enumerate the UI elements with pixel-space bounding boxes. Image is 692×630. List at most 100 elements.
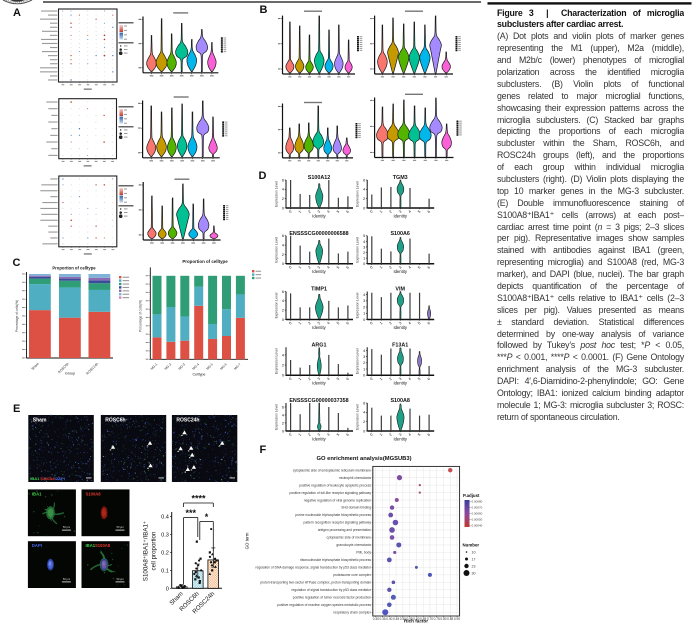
svg-text:4: 4 [282, 188, 284, 192]
svg-text:0.60: 0.60 [413, 617, 419, 621]
svg-text:1: 1 [298, 377, 302, 381]
svg-text:0: 0 [288, 210, 292, 214]
svg-text:Identity: Identity [393, 381, 407, 386]
svg-text:2: 2 [282, 363, 284, 367]
svg-text:6: 6 [427, 265, 431, 269]
svg-text:2: 2 [307, 377, 311, 381]
svg-text:antigen processing and present: antigen processing and presentation [318, 528, 371, 532]
svg-text:1: 1 [379, 433, 383, 437]
svg-text:4: 4 [363, 293, 365, 297]
svg-text:0.00060: 0.00060 [472, 512, 483, 516]
svg-text:3: 3 [317, 210, 321, 214]
svg-text:2: 2 [363, 361, 365, 365]
svg-text:6: 6 [282, 234, 284, 238]
svg-text:0: 0 [369, 377, 373, 381]
svg-text:0: 0 [282, 206, 284, 210]
svg-text:Number: Number [463, 543, 480, 548]
svg-text:2: 2 [389, 265, 393, 269]
svg-text:5: 5 [336, 265, 340, 269]
svg-text:ROSC6h: ROSC6h [105, 418, 125, 424]
svg-text:Group: Group [65, 372, 75, 376]
svg-text:0.65: 0.65 [420, 617, 426, 621]
svg-text:4: 4 [326, 321, 330, 325]
svg-text:5: 5 [417, 210, 421, 214]
svg-text:Proportion of celltype: Proportion of celltype [52, 266, 96, 271]
svg-text:2: 2 [389, 210, 393, 214]
svg-text:Identity: Identity [393, 436, 407, 441]
svg-text:D: D [259, 170, 267, 182]
svg-text:0.4: 0.4 [161, 515, 169, 521]
svg-text:17: 17 [472, 557, 476, 561]
svg-text:positive regulation of leukocy: positive regulation of leukocyte apoptot… [299, 483, 371, 487]
svg-text:2: 2 [307, 265, 311, 269]
svg-text:Identity: Identity [312, 381, 326, 386]
svg-text:0.45: 0.45 [393, 617, 399, 621]
svg-text:positive regulation of toll-li: positive regulation of toll-like recepto… [289, 491, 371, 495]
svg-text:ENSSSCG00000006588: ENSSSCG00000006588 [289, 231, 348, 237]
svg-text:50 μm: 50 μm [63, 577, 70, 581]
svg-text:Sham: Sham [31, 362, 40, 371]
svg-text:DAPI: DAPI [32, 543, 42, 548]
svg-text:F13A1: F13A1 [392, 342, 408, 348]
svg-text:0.50: 0.50 [400, 617, 406, 621]
svg-text:granulocyte chemotaxis: granulocyte chemotaxis [336, 543, 371, 547]
svg-text:ROSC24h: ROSC24h [176, 418, 199, 424]
svg-text:Identity: Identity [393, 325, 407, 330]
svg-text:MG-7: MG-7 [233, 362, 242, 371]
svg-text:1: 1 [379, 377, 383, 381]
svg-text:1: 1 [363, 312, 365, 316]
svg-text:3: 3 [398, 210, 402, 214]
svg-text:4: 4 [326, 210, 330, 214]
svg-text:3: 3 [317, 321, 321, 325]
svg-text:50 μm: 50 μm [117, 525, 124, 529]
svg-text:6: 6 [346, 265, 350, 269]
svg-text:3: 3 [363, 299, 365, 303]
svg-text:2: 2 [282, 253, 284, 257]
svg-text:Expression Level: Expression Level [275, 237, 279, 263]
svg-text:2: 2 [307, 321, 311, 325]
svg-text:0: 0 [288, 265, 292, 269]
svg-text:IBA1: IBA1 [32, 491, 42, 496]
svg-text:2: 2 [307, 210, 311, 214]
svg-text:respiratory chain complex: respiratory chain complex [333, 610, 371, 614]
svg-text:50 μm: 50 μm [117, 577, 124, 581]
svg-text:IBA1: IBA1 [86, 543, 96, 548]
svg-text:Identity: Identity [393, 213, 407, 218]
svg-text:1: 1 [298, 433, 302, 437]
svg-text:C: C [13, 257, 21, 269]
svg-text:0.85: 0.85 [447, 617, 453, 621]
svg-text:0: 0 [282, 374, 284, 378]
svg-text:S100A6: S100A6 [390, 231, 409, 237]
svg-text:TGM3: TGM3 [393, 175, 408, 181]
svg-text:Expression Level: Expression Level [275, 181, 279, 207]
svg-text:6: 6 [346, 321, 350, 325]
svg-text:0: 0 [369, 265, 373, 269]
svg-text:MG-5: MG-5 [205, 362, 214, 371]
svg-text:F: F [260, 444, 267, 456]
svg-text:Percentage of cells(%): Percentage of cells(%) [139, 300, 143, 332]
svg-text:GO enrichment analysis(MGSUB3): GO enrichment analysis(MGSUB3) [316, 456, 411, 462]
svg-text:B: B [260, 4, 268, 16]
svg-text:Identity: Identity [393, 269, 407, 274]
svg-text:0: 0 [363, 318, 365, 322]
svg-text:1: 1 [363, 257, 365, 261]
svg-text:SH3 domain binding: SH3 domain binding [341, 506, 371, 510]
svg-text:0.55: 0.55 [407, 617, 413, 621]
svg-text:5: 5 [417, 433, 421, 437]
svg-text:Percentage of cells(%): Percentage of cells(%) [15, 300, 19, 332]
svg-text:proteasome core complex: proteasome core complex [333, 573, 371, 577]
svg-text:0: 0 [363, 429, 365, 433]
svg-text:1: 1 [298, 210, 302, 214]
svg-text:23: 23 [472, 564, 476, 568]
svg-text:5: 5 [417, 377, 421, 381]
svg-text:cytoplasmic side of endoplasmi: cytoplasmic side of endoplasmic reticulu… [293, 468, 371, 472]
svg-text:2: 2 [307, 433, 311, 437]
svg-text:Identity: Identity [312, 213, 326, 218]
svg-text:Identity: Identity [312, 269, 326, 274]
svg-text:0.2: 0.2 [161, 550, 169, 556]
svg-text:proton-transporting two-sector: proton-transporting two-sector ATPase co… [260, 581, 371, 585]
svg-text:0.00080: 0.00080 [472, 500, 483, 504]
svg-text:*: * [205, 512, 209, 522]
svg-text:1: 1 [379, 265, 383, 269]
svg-text:MG-4: MG-4 [191, 362, 200, 371]
